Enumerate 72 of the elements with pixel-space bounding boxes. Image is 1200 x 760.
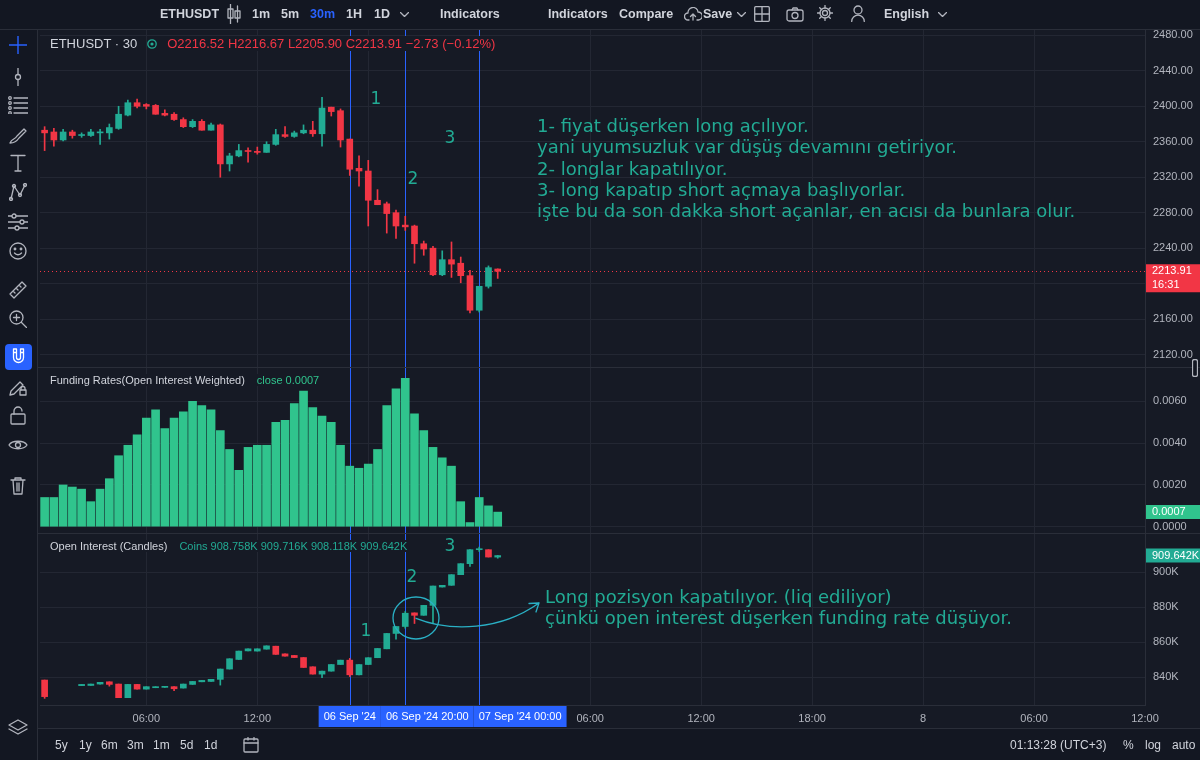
y-tick-label: 2160.00 (1153, 312, 1193, 325)
annotation: 2 (407, 167, 419, 188)
annotation: 2- longlar kapatılıyor. (537, 157, 728, 179)
x-tick-label: 12:00 (1131, 711, 1159, 724)
text: Compare (619, 7, 674, 21)
y-tick-label: 2320.00 (1153, 170, 1193, 183)
text: 0.0007 (1152, 505, 1186, 518)
text: 1m (153, 738, 170, 752)
text: ETHUSDT (160, 7, 220, 21)
text: 909.642K (1152, 548, 1200, 561)
text: 01:13:28 (UTC+3) (1010, 738, 1107, 752)
text: Indicators (440, 7, 500, 21)
y-tick-label: 880K (1153, 600, 1180, 613)
y-tick-label: 2280.00 (1153, 205, 1193, 218)
y-tick-label: 900K (1153, 565, 1180, 578)
y-tick-label: 2360.00 (1153, 134, 1193, 147)
x-tick-label: 06:00 (132, 711, 161, 724)
text: 1m (252, 7, 271, 21)
text: Indicators (548, 7, 608, 21)
annotation: yani uyumsuzluk var düşüş devamını getiriyor. (537, 136, 958, 158)
x-tick-label: 06:00 (1020, 711, 1048, 724)
text: 5d (180, 738, 194, 752)
ref-line-label: 06 Sep '24 20:00 (385, 710, 469, 723)
text: auto (1172, 738, 1196, 752)
text: 3m (127, 738, 144, 752)
y-tick-label: 2120.00 (1153, 347, 1193, 360)
y-tick-label: 0.0020 (1153, 477, 1187, 490)
ref-line-label: 06 Sep '24 (323, 710, 376, 723)
text: English (884, 7, 930, 21)
text: 1d (204, 738, 218, 752)
text: ETHUSDT · 30 (48, 36, 140, 51)
y-tick-label: 0.0000 (1153, 519, 1187, 532)
text: 1y (79, 738, 92, 752)
x-tick-label: 12:00 (243, 711, 272, 724)
annotation: 2 (406, 565, 418, 586)
y-tick-label: 0.0060 (1153, 394, 1187, 407)
y-tick-label: 2480.00 (1153, 28, 1193, 41)
text: 5y (55, 738, 68, 752)
y-tick-label: 2400.00 (1153, 99, 1193, 112)
x-tick-label: 06:00 (576, 711, 604, 724)
text: 5m (281, 7, 300, 21)
y-tick-label: 2240.00 (1153, 241, 1193, 254)
annotation: işte bu da son dakka short açanlar, en acısı da bunlara olur. (537, 200, 1076, 222)
x-tick-label: 18:00 (798, 711, 826, 724)
annotation: 3 (444, 534, 456, 555)
text: 1D (374, 7, 390, 21)
text: Coins 908.758K 909.716K 908.118K 909.642K (177, 540, 410, 552)
annotation: 1 (360, 619, 372, 640)
text: close 0.0007 (254, 374, 322, 386)
annotation: çünkü open interest düşerken funding rate düşüyor. (545, 607, 1012, 628)
text: O2216.52 H2216.67 L2205.90 C2213.91 −2.73 (−0.12%) (165, 36, 498, 51)
text: 30m (310, 7, 336, 21)
text: 6m (101, 738, 118, 752)
text: 1H (346, 7, 362, 21)
text: Save (703, 7, 733, 21)
ref-line-label: 07 Sep '24 00:00 (478, 710, 562, 723)
y-tick-label: 2440.00 (1153, 63, 1193, 76)
text: log (1145, 738, 1162, 752)
annotation: 3- long kapatıp short açmaya başlıyorlar. (537, 178, 906, 201)
annotation: 3 (444, 126, 456, 147)
y-tick-label: 860K (1153, 635, 1180, 648)
ref-line-label: 2213.91 16:31 (1152, 264, 1192, 291)
x-tick-label: 12:00 (687, 711, 715, 724)
x-tick-label: 8 (920, 711, 927, 724)
text: Funding Rates(Open Interest Weighted) (48, 374, 247, 386)
annotation: 1 (370, 87, 382, 108)
annotation: Long pozisyon kapatılıyor. (liq ediliyor) (545, 586, 892, 607)
annotation: 1- fiyat düşerken long açılıyor. (537, 115, 809, 137)
text: Open Interest (Candles) (48, 540, 170, 552)
text: % (1123, 738, 1134, 752)
y-tick-label: 840K (1153, 670, 1180, 683)
y-tick-label: 0.0040 (1153, 436, 1187, 449)
